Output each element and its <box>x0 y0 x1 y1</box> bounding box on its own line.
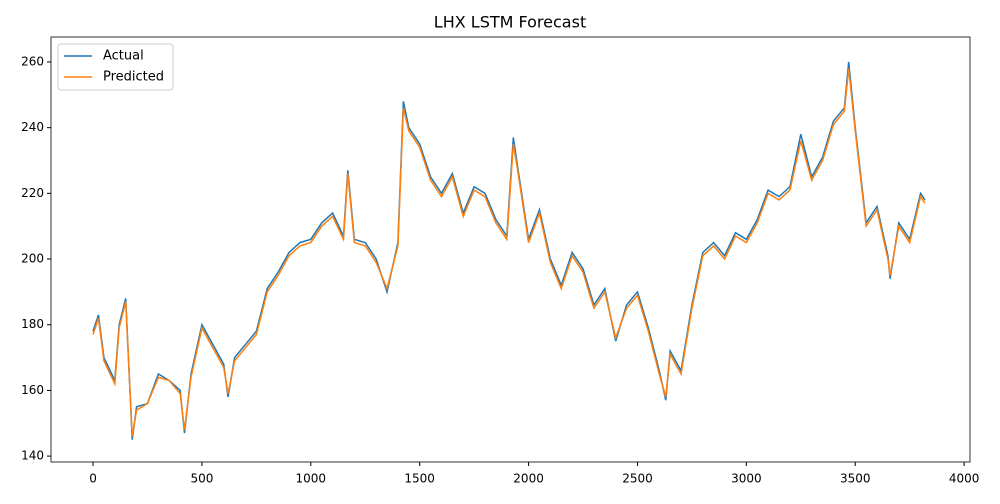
chart-title: LHX LSTM Forecast <box>434 13 586 32</box>
y-tick-label: 200 <box>21 252 44 266</box>
y-tick-label: 260 <box>21 54 44 68</box>
x-tick-label: 3000 <box>731 472 762 486</box>
x-tick-label: 3500 <box>840 472 871 486</box>
data-line <box>92 61 926 440</box>
y-tick-label: 220 <box>21 186 44 200</box>
x-tick-label: 2500 <box>622 472 653 486</box>
plot-frame <box>50 36 971 463</box>
legend-label: Predicted <box>103 70 164 85</box>
x-tick-label: 500 <box>190 472 213 486</box>
x-tick-label: 2000 <box>513 472 544 486</box>
legend-label: Actual <box>103 49 144 64</box>
y-tick-label: 160 <box>21 383 44 397</box>
data-line <box>92 68 926 437</box>
x-tick-label: 4000 <box>949 472 980 486</box>
x-tick-label: 1000 <box>296 472 327 486</box>
y-tick-label: 180 <box>21 317 44 331</box>
x-tick-label: 0 <box>89 472 97 486</box>
y-tick-label: 140 <box>21 449 44 463</box>
y-tick-label: 240 <box>21 120 44 134</box>
x-tick-label: 1500 <box>404 472 435 486</box>
